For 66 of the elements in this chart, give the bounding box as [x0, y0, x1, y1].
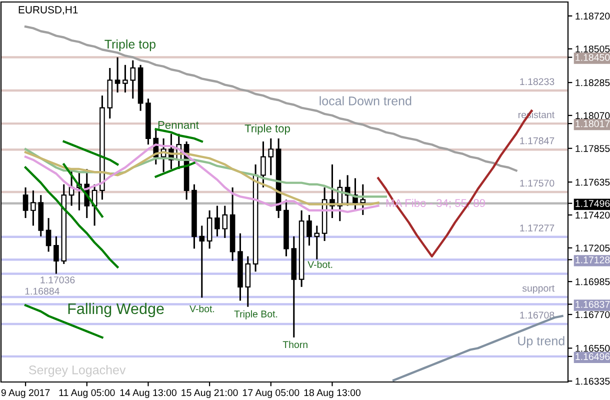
candlestick: [360, 184, 366, 216]
ref-line-label: support: [522, 285, 555, 294]
annotation: Triple top: [104, 39, 156, 52]
annotation: Pennant: [158, 121, 199, 129]
ref-line-label: 1.16708: [520, 312, 554, 319]
annotation: 1.16884: [25, 288, 60, 295]
ref-line-label: 1.17277: [520, 224, 554, 232]
y-tick-label: 1.16837: [576, 300, 610, 308]
annotation: V-bot.: [308, 260, 332, 268]
line-series: [62, 163, 104, 218]
line-series: [24, 166, 119, 268]
candlestick: [206, 210, 212, 250]
line-series: [62, 140, 119, 166]
y-tick-label: 1.16770: [576, 311, 610, 318]
x-tick-label: 9 Aug 2017: [1, 389, 50, 398]
candlestick: [114, 56, 120, 94]
chart-title: EURUSD,H1: [18, 6, 78, 15]
candlestick: [46, 217, 52, 252]
x-tick-label: 17 Aug 05:00: [242, 389, 300, 398]
y-tick-label: 1.18720: [576, 12, 610, 20]
annotation: Up trend: [518, 336, 564, 348]
y-tick-label: 1.17635: [576, 178, 610, 186]
y-tick-label: 1.18017: [576, 120, 610, 128]
candlestick: [22, 186, 28, 219]
line-series: [154, 128, 203, 143]
y-tick-label: 1.16550: [576, 344, 610, 352]
x-tick-label: 14 Aug 13:00: [120, 389, 176, 398]
x-tick-label: 11 Aug 05:00: [59, 389, 115, 398]
ref-line-label: 1.18233: [520, 78, 554, 86]
y-tick-label: 1.17855: [576, 145, 610, 152]
y-tick-label: 1.16335: [576, 378, 610, 385]
x-tick-label: 15 Aug 21:00: [182, 389, 238, 398]
candlestick: [130, 60, 136, 100]
x-tick-label: 18 Aug 13:00: [304, 389, 361, 398]
candlestick: [260, 140, 266, 188]
candlestick: [314, 224, 320, 260]
y-tick-label: 1.18285: [576, 79, 610, 86]
line-series: [154, 162, 196, 178]
y-tick-label: 1.17205: [576, 244, 610, 252]
candlestick: [245, 256, 251, 308]
y-tick-label: 1.18505: [576, 46, 610, 52]
candlestick: [268, 138, 274, 176]
annotation: 1.17036: [40, 276, 75, 284]
ref-line-label: 1.17570: [520, 180, 554, 187]
annotation: Triple top: [244, 124, 290, 135]
candlestick: [222, 205, 228, 239]
y-tick-label: 1.18450: [576, 54, 610, 61]
candlestick: [30, 190, 36, 226]
y-tick-label: 1.16496: [576, 353, 610, 360]
annotation: V-bot.: [190, 305, 214, 312]
y-tick-label: 1.17128: [576, 256, 610, 264]
y-tick-label: 1.17420: [576, 212, 610, 219]
y-tick-label: 1.16985: [576, 278, 610, 286]
annotation: Falling Wedge: [68, 302, 164, 318]
candlestick: [54, 236, 59, 275]
annotation: local Down trend: [320, 96, 412, 106]
candlestick: [199, 224, 205, 298]
ref-line-label: 1.17847: [520, 137, 554, 144]
line-series: [24, 26, 518, 172]
annotation: Triple Bot.: [234, 310, 278, 320]
candlestick: [214, 205, 220, 238]
candlestick: [306, 214, 312, 246]
y-tick-label: 1.18070: [576, 112, 610, 120]
candlestick: [122, 64, 128, 94]
y-tick-label: 1.17496: [576, 200, 610, 207]
annotation: Thorn: [282, 340, 308, 348]
